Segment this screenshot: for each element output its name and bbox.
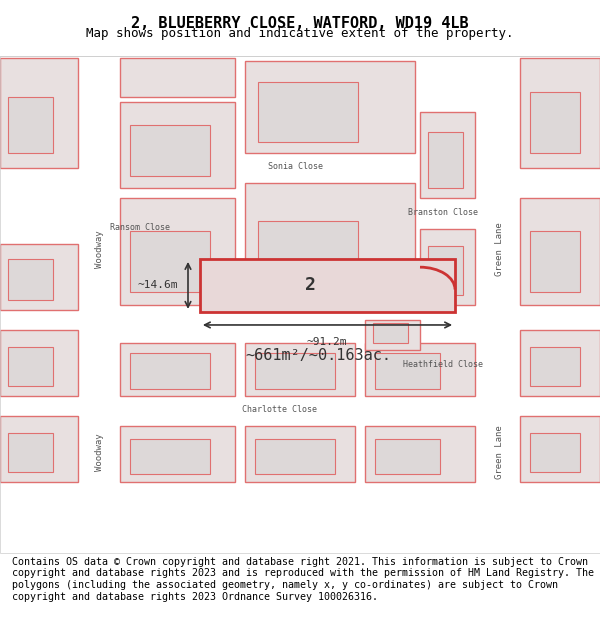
Bar	[8, 97, 53, 152]
Text: ~91.2m: ~91.2m	[307, 337, 347, 347]
Bar	[255, 353, 335, 389]
Bar	[420, 229, 475, 304]
Bar	[120, 343, 235, 396]
Text: Woodway: Woodway	[95, 433, 104, 471]
Bar	[245, 343, 355, 396]
Bar	[420, 353, 480, 376]
Bar	[130, 439, 210, 474]
Bar	[530, 348, 580, 386]
Bar	[80, 216, 235, 239]
Text: 2, BLUEBERRY CLOSE, WATFORD, WD19 4LB: 2, BLUEBERRY CLOSE, WATFORD, WD19 4LB	[131, 16, 469, 31]
Bar	[245, 426, 355, 482]
Bar	[130, 353, 210, 389]
Bar	[245, 156, 345, 178]
Bar	[530, 92, 580, 152]
Text: ~661m²/~0.163ac.: ~661m²/~0.163ac.	[245, 348, 391, 363]
Bar	[258, 82, 358, 142]
Bar	[130, 231, 210, 291]
Text: Green Lane: Green Lane	[494, 425, 503, 479]
Bar	[480, 56, 518, 553]
Bar	[0, 58, 78, 168]
Bar	[120, 102, 235, 188]
Bar	[365, 426, 475, 482]
Bar	[420, 112, 475, 198]
Bar	[130, 125, 210, 176]
Bar	[8, 434, 53, 472]
Bar	[120, 198, 235, 304]
Text: Woodway: Woodway	[95, 230, 104, 268]
Bar	[258, 221, 358, 291]
Text: Charlotte Close: Charlotte Close	[242, 404, 317, 414]
Text: Sonia Close: Sonia Close	[268, 162, 323, 171]
Bar	[0, 330, 78, 396]
Bar	[428, 246, 463, 294]
Bar	[8, 348, 53, 386]
Bar	[255, 439, 335, 474]
Bar	[520, 416, 600, 482]
Bar	[120, 426, 235, 482]
Bar	[0, 416, 78, 482]
Bar	[520, 198, 600, 304]
Bar	[420, 201, 480, 224]
Text: 2: 2	[305, 276, 316, 294]
Bar	[250, 399, 340, 421]
Text: Heathfield Close: Heathfield Close	[403, 360, 483, 369]
Bar	[530, 231, 580, 291]
Bar	[375, 439, 440, 474]
Bar	[245, 183, 415, 304]
Bar	[80, 312, 520, 340]
Bar	[8, 259, 53, 299]
Bar	[428, 132, 463, 188]
Bar	[120, 58, 235, 97]
Text: Branston Close: Branston Close	[408, 208, 478, 217]
Bar	[365, 320, 420, 351]
Bar	[200, 259, 455, 312]
Bar	[375, 353, 440, 389]
Text: Map shows position and indicative extent of the property.: Map shows position and indicative extent…	[86, 28, 514, 41]
Text: Contains OS data © Crown copyright and database right 2021. This information is : Contains OS data © Crown copyright and d…	[12, 557, 594, 601]
Bar	[530, 434, 580, 472]
Bar	[80, 56, 118, 553]
Bar	[365, 343, 475, 396]
Text: ~14.6m: ~14.6m	[137, 281, 178, 291]
Bar	[520, 330, 600, 396]
Bar	[245, 61, 415, 152]
Bar	[0, 244, 78, 310]
Bar	[520, 58, 600, 168]
Bar	[373, 323, 408, 343]
Text: Ransom Close: Ransom Close	[110, 223, 170, 232]
Text: Green Lane: Green Lane	[494, 222, 503, 276]
